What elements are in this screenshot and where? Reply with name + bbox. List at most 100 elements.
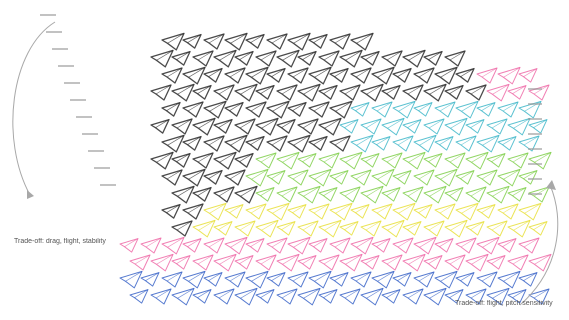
plane-fold-line bbox=[166, 102, 181, 112]
plane-fold-line bbox=[513, 118, 531, 129]
plane-glyph bbox=[213, 186, 235, 203]
plane-fold-line bbox=[418, 169, 435, 180]
plane-glyph bbox=[161, 32, 185, 51]
plane-glyph bbox=[266, 33, 288, 50]
plane-glyph bbox=[350, 236, 374, 255]
plane-fold-line bbox=[282, 254, 300, 265]
plane-fold-line bbox=[376, 101, 393, 112]
plane-glyph bbox=[171, 185, 195, 204]
plane-fold-line bbox=[407, 186, 424, 197]
plane-glyph bbox=[465, 119, 485, 134]
plane-fold-line bbox=[377, 271, 395, 282]
plane-glyph bbox=[213, 253, 237, 272]
plane-fold-line bbox=[145, 237, 162, 248]
plane-fold-line bbox=[397, 68, 412, 78]
plane-fold-line bbox=[428, 153, 443, 163]
plane-fold-line bbox=[250, 238, 265, 248]
plane-glyph bbox=[381, 117, 405, 136]
plane-fold-line bbox=[197, 187, 212, 197]
plane-fold-line bbox=[365, 255, 380, 265]
plane-fold-line bbox=[345, 254, 363, 265]
plane-glyph bbox=[371, 136, 391, 151]
row-label-mark bbox=[58, 65, 74, 67]
plane-glyph bbox=[255, 254, 277, 271]
plane-fold-line bbox=[482, 135, 500, 146]
plane-glyph bbox=[234, 152, 254, 168]
plane-glyph bbox=[434, 66, 458, 85]
plane-fold-line bbox=[344, 186, 361, 197]
plane-fold-line bbox=[356, 237, 374, 248]
plane-fold-line bbox=[176, 220, 193, 231]
plane-fold-line bbox=[408, 254, 426, 265]
plane-fold-line bbox=[397, 135, 414, 146]
plane-fold-line bbox=[230, 33, 248, 44]
plane-glyph bbox=[339, 288, 361, 305]
plane-glyph bbox=[486, 255, 506, 270]
plane-glyph bbox=[171, 152, 191, 168]
plane-glyph bbox=[297, 83, 321, 102]
plane-fold-line bbox=[188, 271, 206, 282]
plane-glyph bbox=[392, 135, 414, 152]
plane-fold-line bbox=[218, 186, 235, 197]
plane-fold-line bbox=[365, 51, 380, 61]
plane-fold-line bbox=[167, 33, 185, 44]
plane-fold-line bbox=[440, 169, 458, 180]
plane-glyph bbox=[518, 135, 540, 152]
plane-fold-line bbox=[260, 187, 275, 197]
plane-glyph bbox=[276, 186, 298, 203]
plane-glyph bbox=[329, 202, 353, 221]
plane-glyph bbox=[381, 84, 401, 100]
plane-fold-line bbox=[418, 67, 435, 78]
plane-glyph bbox=[182, 66, 206, 85]
plane-fold-line bbox=[219, 152, 237, 163]
plane-fold-line bbox=[177, 186, 195, 197]
plane-fold-line bbox=[512, 187, 527, 197]
plane-glyph bbox=[308, 238, 328, 253]
plane-glyph bbox=[402, 151, 426, 170]
plane-fold-line bbox=[261, 220, 279, 231]
plane-glyph bbox=[413, 271, 435, 288]
plane-fold-line bbox=[272, 203, 290, 214]
plane-fold-line bbox=[387, 118, 405, 129]
plane-fold-line bbox=[209, 101, 227, 112]
plane-glyph bbox=[192, 289, 212, 304]
plane-fold-line bbox=[314, 169, 332, 180]
plane-fold-line bbox=[397, 272, 412, 282]
plane-glyph bbox=[381, 187, 401, 202]
plane-glyph bbox=[339, 151, 363, 170]
plane-glyph bbox=[171, 118, 193, 135]
plane-glyph bbox=[371, 66, 395, 85]
row-label-mark bbox=[64, 82, 80, 84]
plane-glyph bbox=[213, 288, 235, 305]
plane-fold-line bbox=[440, 271, 458, 282]
plane-glyph bbox=[486, 185, 510, 204]
column-label-mark bbox=[528, 103, 542, 105]
plane-glyph bbox=[308, 33, 328, 49]
plane-glyph bbox=[381, 219, 405, 238]
plane-fold-line bbox=[145, 272, 160, 282]
row-label-mark bbox=[88, 150, 104, 152]
plane-glyph bbox=[423, 118, 445, 135]
plane-glyph bbox=[360, 255, 380, 270]
plane-fold-line bbox=[313, 34, 328, 44]
plane-fold-line bbox=[281, 119, 296, 129]
plane-glyph bbox=[245, 101, 267, 118]
plane-fold-line bbox=[302, 153, 317, 163]
plane-glyph bbox=[171, 83, 195, 102]
plane-glyph bbox=[476, 271, 498, 288]
plane-glyph bbox=[350, 67, 372, 84]
plane-fold-line bbox=[345, 152, 363, 163]
plane-fold-line bbox=[314, 271, 332, 282]
plane-fold-line bbox=[344, 119, 359, 129]
plane-glyph bbox=[129, 254, 151, 271]
plane-fold-line bbox=[460, 135, 477, 146]
plane-fold-line bbox=[292, 102, 307, 112]
plane-fold-line bbox=[502, 136, 517, 146]
plane-fold-line bbox=[355, 67, 372, 78]
plane-fold-line bbox=[428, 255, 443, 265]
plane-glyph bbox=[486, 220, 508, 237]
plane-glyph bbox=[255, 289, 275, 304]
plane-fold-line bbox=[523, 135, 540, 146]
plane-glyph bbox=[402, 186, 424, 203]
plane-fold-line bbox=[177, 288, 195, 299]
